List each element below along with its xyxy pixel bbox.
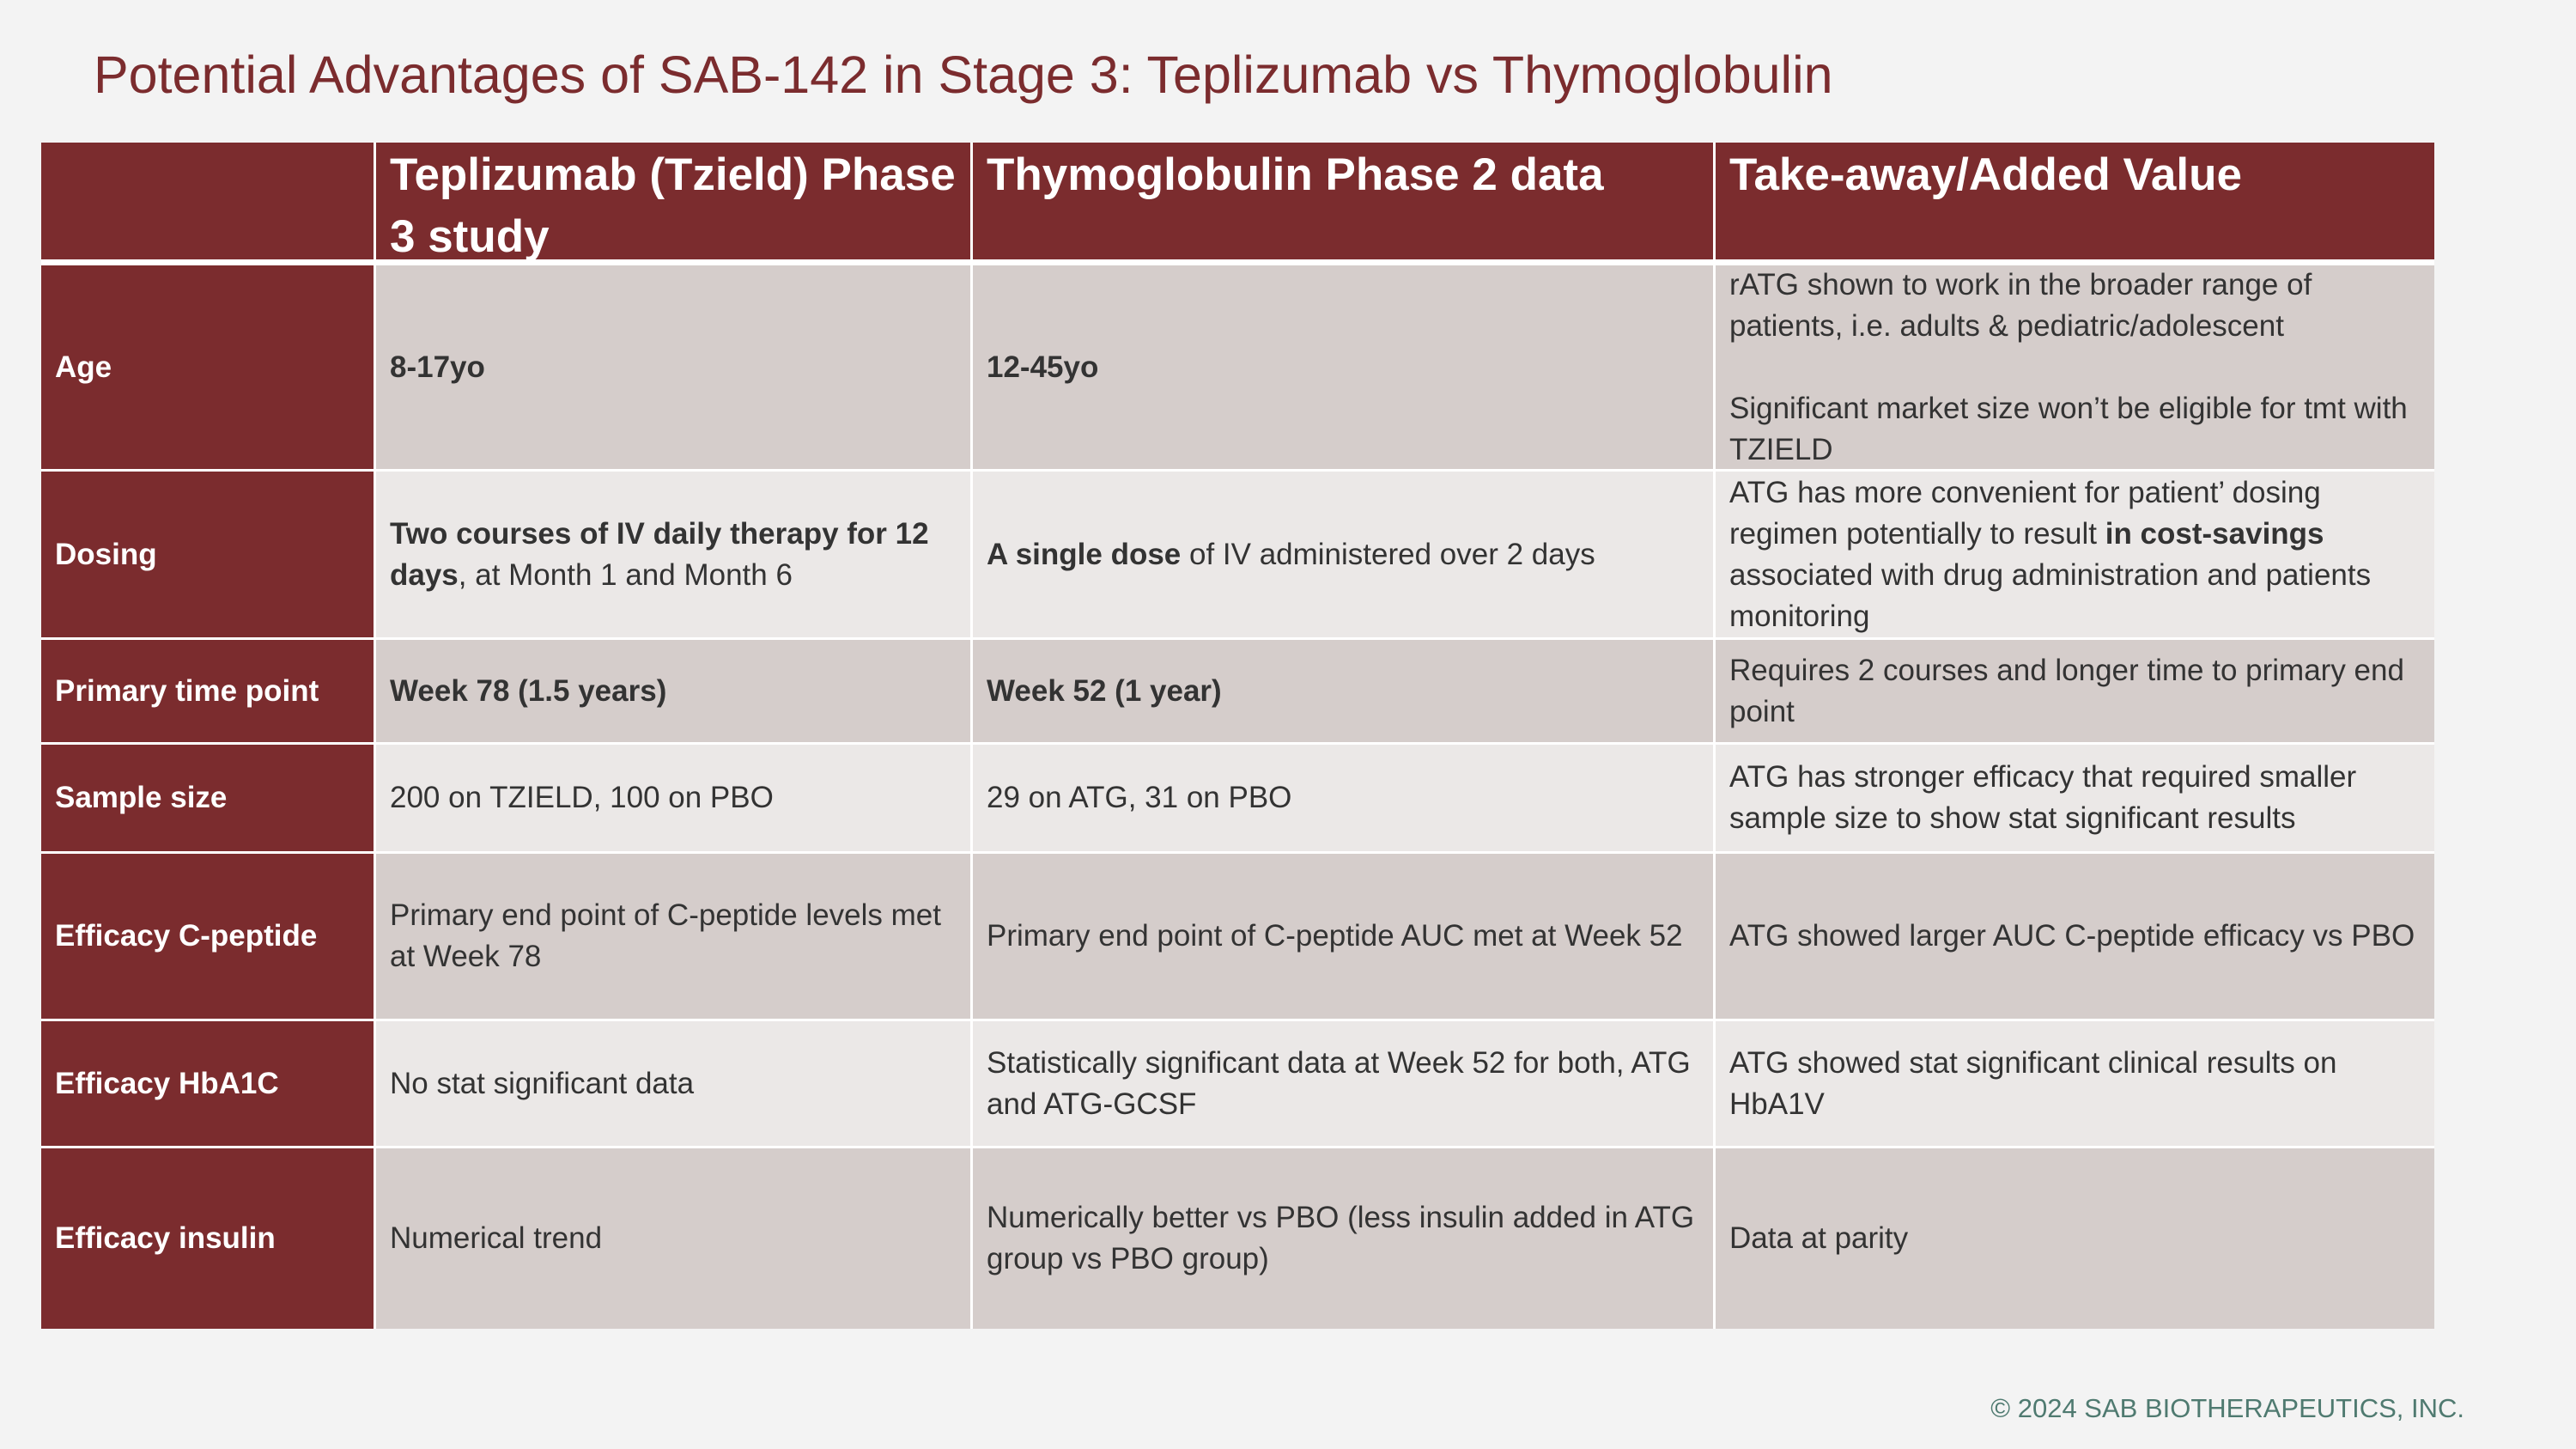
cell-text: Numerically better vs PBO (less insulin …	[987, 1201, 1695, 1275]
cell-text: in cost-savings	[2105, 516, 2324, 551]
cell-text: Requires 2 courses and longer time to pr…	[1729, 653, 2404, 728]
cell-text: associated with drug administration and …	[1729, 557, 2372, 633]
row-label: Efficacy insulin	[41, 1148, 374, 1329]
cell-text: No stat significant data	[390, 1066, 695, 1100]
paragraph: 12-45yo	[987, 347, 1699, 388]
column-header: Take-away/Added Value	[1716, 143, 2434, 259]
cell-text: A single dose	[987, 537, 1182, 571]
cell-text: Week 52 (1 year)	[987, 673, 1222, 708]
paragraph: Statistically significant data at Week 5…	[987, 1043, 1699, 1125]
cell-text: Significant market size won’t be eligibl…	[1729, 391, 2408, 466]
paragraph: Week 52 (1 year)	[987, 671, 1699, 712]
table-cell: A single dose of IV administered over 2 …	[973, 472, 1713, 637]
row-label: Efficacy HbA1C	[41, 1021, 374, 1146]
paragraph: Two courses of IV daily therapy for 12 d…	[390, 514, 957, 596]
paragraph: rATG shown to work in the broader range …	[1729, 265, 2421, 347]
footer: © 2024 SAB BIOTHERAPEUTICS, INC.	[1990, 1393, 2464, 1423]
header-corner	[41, 143, 374, 259]
cell-text: of IV administered over 2 days	[1181, 537, 1595, 571]
cell-text: 8-17yo	[390, 350, 485, 384]
table-cell: Primary end point of C-peptide AUC met a…	[973, 854, 1713, 1019]
paragraph: 200 on TZIELD, 100 on PBO	[390, 777, 957, 819]
paragraph: ATG showed stat significant clinical res…	[1729, 1043, 2421, 1125]
cell-text: rATG shown to work in the broader range …	[1729, 267, 2312, 343]
cell-text: 12-45yo	[987, 350, 1099, 384]
table-cell: Two courses of IV daily therapy for 12 d…	[376, 472, 970, 637]
table-cell: Primary end point of C-peptide levels me…	[376, 854, 970, 1019]
table-cell: Numerically better vs PBO (less insulin …	[973, 1148, 1713, 1329]
cell-text: Two courses of IV daily therapy for 12 d…	[390, 516, 929, 592]
cell-text: Statistically significant data at Week 5…	[987, 1045, 1691, 1121]
table-cell: rATG shown to work in the broader range …	[1716, 265, 2434, 469]
cell-text: 29 on ATG, 31 on PBO	[987, 781, 1292, 814]
paragraph: 8-17yo	[390, 347, 957, 388]
table-cell: Requires 2 courses and longer time to pr…	[1716, 640, 2434, 742]
table-cell: 12-45yo	[973, 265, 1713, 469]
table-cell: Statistically significant data at Week 5…	[973, 1021, 1713, 1146]
table-cell: 8-17yo	[376, 265, 970, 469]
table-cell: ATG showed stat significant clinical res…	[1716, 1021, 2434, 1146]
row-label: Efficacy C-peptide	[41, 854, 374, 1019]
paragraph: Primary end point of C-peptide levels me…	[390, 895, 957, 977]
cell-text: ATG showed larger AUC C-peptide efficacy…	[1729, 919, 2415, 953]
row-label: Age	[41, 265, 374, 469]
column-header: Thymoglobulin Phase 2 data	[973, 143, 1713, 259]
slide-title: Potential Advantages of SAB-142 in Stage…	[94, 46, 1833, 104]
cell-text: Week 78 (1.5 years)	[390, 673, 667, 708]
cell-text: , at Month 1 and Month 6	[458, 557, 793, 592]
paragraph: ATG has more convenient for patient’ dos…	[1729, 472, 2421, 637]
table-cell: ATG showed larger AUC C-peptide efficacy…	[1716, 854, 2434, 1019]
table-cell: 200 on TZIELD, 100 on PBO	[376, 745, 970, 851]
table-cell: ATG has stronger efficacy that required …	[1716, 745, 2434, 851]
table-cell: Week 52 (1 year)	[973, 640, 1713, 742]
paragraph: Week 78 (1.5 years)	[390, 671, 957, 712]
paragraph: Requires 2 courses and longer time to pr…	[1729, 650, 2421, 733]
paragraph: Data at parity	[1729, 1218, 2421, 1259]
paragraph: Numerical trend	[390, 1218, 957, 1259]
paragraph: 29 on ATG, 31 on PBO	[987, 777, 1699, 819]
cell-text: Data at parity	[1729, 1221, 1909, 1255]
cell-text: Numerical trend	[390, 1221, 603, 1255]
column-header: Teplizumab (Tzield) Phase 3 study	[376, 143, 970, 262]
row-label: Dosing	[41, 472, 374, 637]
cell-text: 200 on TZIELD, 100 on PBO	[390, 781, 774, 814]
table-cell: Week 78 (1.5 years)	[376, 640, 970, 742]
comparison-table: Teplizumab (Tzield) Phase 3 study Thymogl…	[41, 143, 2434, 1329]
paragraph: Primary end point of C-peptide AUC met a…	[987, 916, 1699, 957]
cell-text: ATG has stronger efficacy that required …	[1729, 760, 2357, 835]
paragraph: ATG showed larger AUC C-peptide efficacy…	[1729, 916, 2421, 957]
table-cell: 29 on ATG, 31 on PBO	[973, 745, 1713, 851]
paragraph: Significant market size won’t be eligibl…	[1729, 388, 2421, 471]
cell-text: ATG showed stat significant clinical res…	[1729, 1045, 2337, 1121]
table-cell: Data at parity	[1716, 1148, 2434, 1329]
paragraph: A single dose of IV administered over 2 …	[987, 534, 1699, 575]
cell-text: Primary end point of C-peptide AUC met a…	[987, 919, 1683, 953]
row-label: Primary time point	[41, 640, 374, 742]
cell-text: ATG has more convenient for patient’ dos…	[1729, 475, 2321, 551]
cell-text: Primary end point of C-peptide levels me…	[390, 898, 941, 973]
paragraph: Numerically better vs PBO (less insulin …	[987, 1197, 1699, 1280]
row-label: Sample size	[41, 745, 374, 851]
paragraph: No stat significant data	[390, 1063, 957, 1105]
table-cell: No stat significant data	[376, 1021, 970, 1146]
table-cell: Numerical trend	[376, 1148, 970, 1329]
paragraph: ATG has stronger efficacy that required …	[1729, 757, 2421, 839]
table-cell: ATG has more convenient for patient’ dos…	[1716, 472, 2434, 637]
